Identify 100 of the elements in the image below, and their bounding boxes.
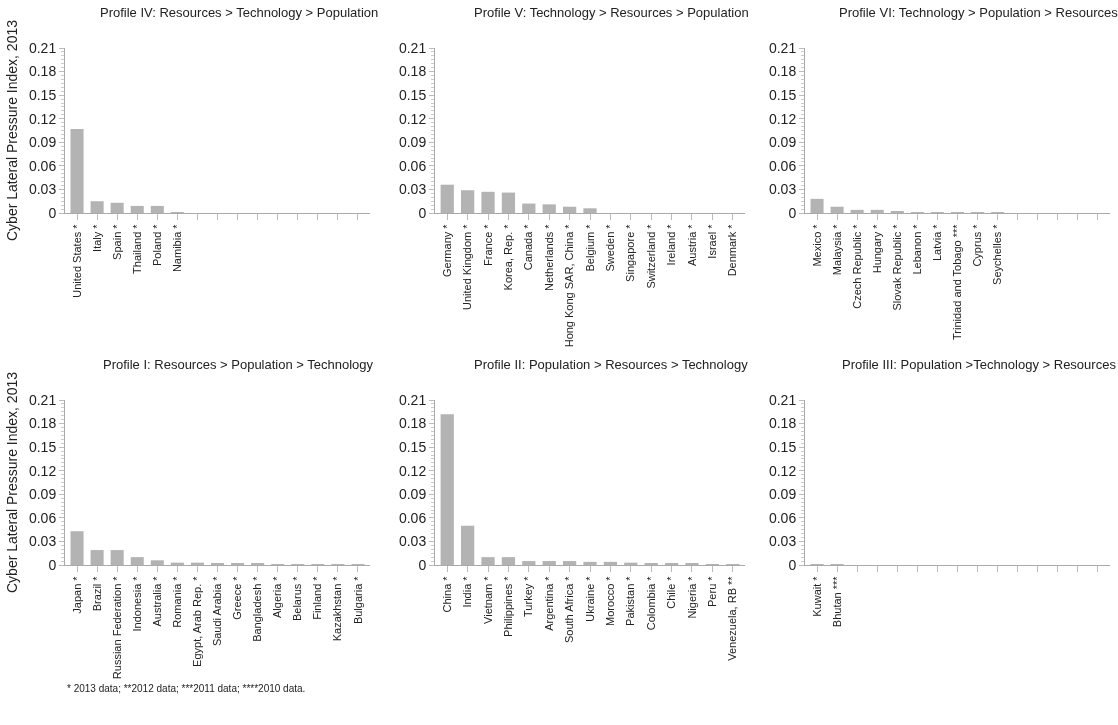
chart-title: Profile IV: Resources > Technology > Population (100, 5, 379, 20)
x-tick-label: Australia * (150, 575, 163, 627)
x-tick-label: Morocco * (603, 575, 616, 626)
y-tick-label: 0.15 (768, 439, 797, 456)
x-tick-label: Hong Kong SAR, China * (563, 223, 576, 348)
y-tick-label: 0.12 (28, 110, 57, 127)
x-tick-label: Algeria * (271, 575, 284, 618)
x-tick-label: Romania * (170, 575, 183, 628)
chart-title: Profile I: Resources > Population > Technology (103, 357, 374, 372)
x-tick-label: Czech Republic * (850, 223, 863, 309)
x-tick-label: Ireland * (665, 223, 678, 266)
x-tick-label: South Africa * (563, 575, 576, 644)
x-tick-label: Bhutan *** (830, 575, 843, 628)
x-tick-label: Brazil * (90, 575, 103, 612)
x-tick-label: Kazakhstan * (331, 575, 344, 642)
y-tick-label: 0.09 (768, 134, 797, 151)
y-axis-title: Cyber Lateral Pressure Index, 2013 (3, 19, 20, 242)
y-tick-label: 0 (48, 556, 57, 573)
y-tick-label: 0.09 (28, 486, 57, 503)
y-tick-label: 0.06 (768, 157, 797, 174)
x-tick-label: Pakistan * (624, 575, 637, 626)
y-tick-label: 0.03 (398, 533, 427, 550)
x-tick-label: Japan * (70, 575, 83, 614)
x-tick-label: Slovak Republic * (890, 223, 903, 311)
y-tick-label: 0.21 (398, 39, 427, 56)
x-tick-label: Netherlands * (542, 223, 555, 292)
y-tick-label: 0.21 (28, 391, 57, 408)
y-tick-label: 0.15 (28, 87, 57, 104)
x-tick-label: Greece * (231, 575, 244, 620)
y-tick-label: 0.21 (768, 39, 797, 56)
y-tick-label: 0 (788, 204, 797, 221)
y-tick-label: 0.06 (398, 157, 427, 174)
x-tick-label: China * (440, 575, 453, 613)
y-tick-label: 0.12 (768, 462, 797, 479)
chart-title: Profile V: Technology > Resources > Population (474, 5, 749, 20)
x-tick-label: Russian Federation * (110, 575, 123, 680)
x-tick-label: Chile * (665, 575, 678, 609)
x-tick-label: Nigeria * (685, 575, 698, 619)
y-tick-label: 0.21 (28, 39, 57, 56)
y-tick-label: 0.12 (768, 110, 797, 127)
x-tick-label: Turkey * (522, 575, 535, 617)
y-tick-label: 0.09 (398, 134, 427, 151)
x-tick-label: Ukraine * (583, 575, 596, 622)
x-tick-label: Austria * (685, 223, 698, 266)
x-tick-label: France * (481, 223, 494, 266)
x-tick-label: India * (461, 575, 474, 608)
y-tick-label: 0.06 (28, 157, 57, 174)
x-tick-label: Malaysia * (830, 223, 843, 276)
x-tick-label: Seychelles * (991, 223, 1004, 285)
y-tick-label: 0.18 (398, 63, 427, 80)
x-tick-label: Namibia * (170, 223, 183, 273)
x-tick-label: Belgium * (583, 223, 596, 272)
x-tick-label: Egypt, Arab Rep. * (191, 575, 203, 667)
x-tick-label: Venezuela, RB ** (726, 575, 739, 661)
y-tick-label: 0.15 (398, 439, 427, 456)
y-tick-label: 0.03 (398, 181, 427, 198)
y-tick-label: 0.18 (28, 63, 57, 80)
y-tick-label: 0.12 (398, 110, 427, 127)
x-tick-label: Singapore * (624, 223, 637, 282)
x-tick-label: Thailand * (130, 223, 143, 274)
y-tick-label: 0 (418, 556, 427, 573)
x-tick-label: Latvia * (931, 223, 944, 262)
x-tick-label: Saudi Arabia * (211, 575, 224, 647)
y-tick-label: 0 (788, 556, 797, 573)
y-tick-label: 0.18 (768, 415, 797, 432)
y-tick-label: 0.15 (28, 439, 57, 456)
x-tick-label: Peru * (705, 575, 718, 607)
y-tick-label: 0.03 (28, 533, 57, 550)
x-tick-label: Germany * (440, 223, 453, 277)
x-tick-label: Philippines * (502, 575, 514, 637)
y-tick-label: 0.09 (768, 486, 797, 503)
y-tick-label: 0.12 (28, 462, 57, 479)
x-tick-label: Trinidad and Tobago *** (951, 223, 964, 340)
x-tick-label: Belarus * (291, 575, 304, 622)
chart-title: Profile VI: Technology > Population > Resources (839, 5, 1118, 20)
y-axis-title: Cyber Lateral Pressure Index, 2013 (3, 371, 20, 594)
chart-title: Profile II: Population > Resources > Technology (474, 357, 749, 372)
x-tick-label: Hungary * (870, 223, 883, 274)
x-tick-label: Poland * (150, 223, 163, 266)
y-tick-label: 0.09 (398, 486, 427, 503)
x-tick-label: Denmark * (726, 223, 739, 277)
x-tick-label: United Kingdom * (461, 223, 474, 311)
chart-title: Profile III: Population >Technology > Resources (842, 357, 1117, 372)
y-tick-label: 0.03 (768, 533, 797, 550)
y-tick-label: 0.06 (28, 509, 57, 526)
y-tick-label: 0.06 (768, 509, 797, 526)
x-tick-label: Israel * (705, 223, 718, 259)
y-tick-label: 0.18 (28, 415, 57, 432)
x-tick-label: Switzerland * (644, 223, 657, 289)
y-tick-label: 0.03 (28, 181, 57, 198)
text: * 2013 data; **2012 data; ***2011 data; ****2010 data. (67, 683, 306, 694)
y-tick-label: 0 (418, 204, 427, 221)
x-tick-label: Colombia * (644, 575, 657, 631)
y-tick-label: 0.15 (768, 87, 797, 104)
y-tick-label: 0.06 (398, 509, 427, 526)
y-tick-label: 0.18 (398, 415, 427, 432)
y-tick-label: 0.15 (398, 87, 427, 104)
y-tick-label: 0.21 (398, 391, 427, 408)
x-tick-label: United States * (70, 223, 83, 298)
x-tick-label: Spain * (110, 223, 123, 260)
